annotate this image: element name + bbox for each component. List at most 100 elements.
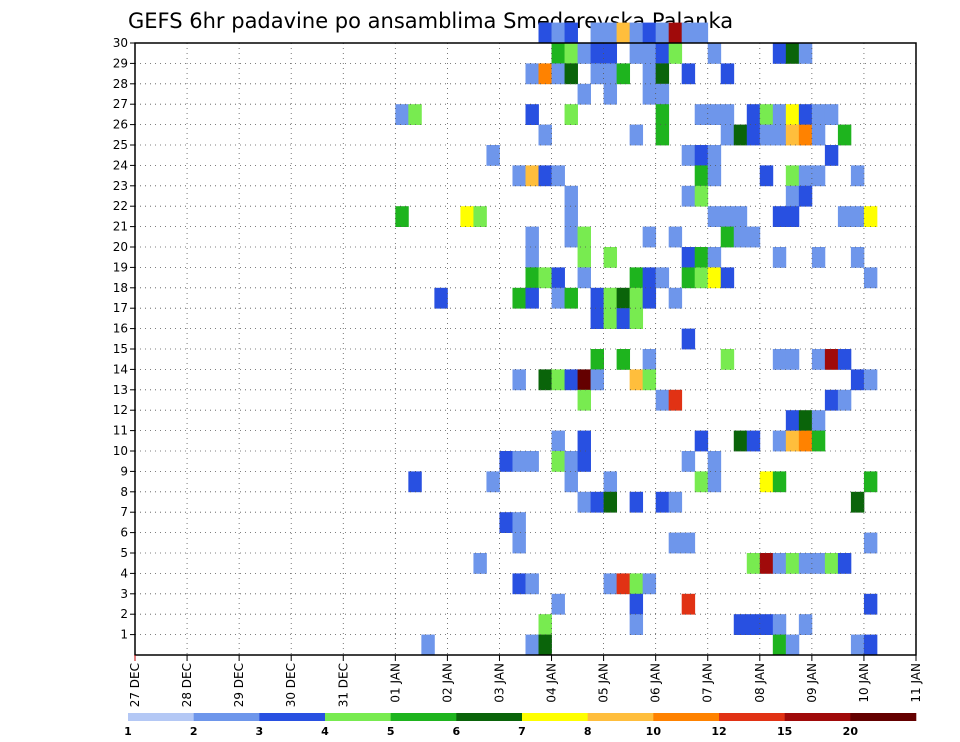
heatmap-cell	[564, 471, 578, 493]
legend-swatch	[522, 713, 588, 721]
heatmap-cell	[720, 267, 735, 289]
heatmap-cell	[551, 287, 565, 309]
heatmap-cell	[707, 165, 722, 187]
heatmap-cell	[863, 471, 878, 493]
heatmap-cell	[746, 430, 761, 452]
heatmap-cell	[798, 410, 813, 431]
heatmap-cell	[395, 104, 409, 125]
heatmap-cell	[577, 369, 591, 391]
heatmap-cell	[694, 430, 709, 452]
y-tick-label: 2	[120, 607, 128, 621]
heatmap-cell	[616, 22, 631, 44]
heatmap-cell	[707, 471, 722, 493]
heatmap-cell	[681, 63, 696, 85]
heatmap-cell	[551, 165, 565, 187]
heatmap-cell	[811, 104, 826, 125]
heatmap-cell	[434, 287, 448, 309]
y-tick-label: 9	[120, 464, 128, 478]
heatmap-cell	[642, 22, 657, 44]
heatmap-cell	[629, 124, 644, 146]
legend-label: 6	[453, 725, 461, 738]
heatmap-cell	[603, 247, 618, 268]
heatmap-cell	[668, 43, 683, 64]
heatmap-cell	[590, 287, 604, 309]
heatmap-cell	[863, 532, 878, 554]
heatmap-cell	[694, 267, 709, 289]
heatmap-cell	[551, 430, 565, 452]
heatmap-cell	[746, 226, 761, 248]
legend-label: 12	[711, 725, 726, 738]
heatmap-cell	[590, 349, 604, 370]
heatmap-cell	[824, 349, 839, 370]
y-tick-label: 11	[113, 424, 128, 438]
heatmap-cell	[642, 369, 657, 391]
heatmap-cell	[551, 369, 565, 391]
heatmap-cell	[512, 165, 526, 187]
y-tick-label: 13	[113, 383, 128, 397]
legend-label: 4	[321, 725, 329, 738]
legend-label: 10	[646, 725, 662, 738]
heatmap-cell	[850, 247, 865, 268]
heatmap-cell	[785, 104, 800, 125]
y-tick-label: 20	[113, 240, 128, 254]
heatmap-cell	[655, 22, 670, 44]
heatmap-cell	[798, 430, 813, 452]
legend-label: 5	[387, 725, 395, 738]
heatmap-cell	[668, 226, 683, 248]
y-tick-label: 15	[113, 342, 128, 356]
heatmap-cell	[681, 22, 696, 44]
heatmap-cell	[746, 104, 761, 125]
heatmap-cell	[577, 430, 591, 452]
heatmap-cell	[772, 104, 787, 125]
heatmap-cell	[577, 491, 591, 513]
heatmap-cell	[408, 471, 422, 493]
y-tick-label: 10	[113, 444, 128, 458]
legend-label: 3	[256, 725, 264, 738]
heatmap-cell	[785, 185, 800, 207]
heatmap-cell	[551, 267, 565, 289]
heatmap-cell	[772, 349, 787, 370]
heatmap-cell	[642, 287, 657, 309]
heatmap-cell	[564, 369, 578, 391]
heatmap-cell	[759, 165, 774, 187]
heatmap-cell	[811, 124, 826, 146]
heatmap-cell	[720, 104, 735, 125]
y-tick-label: 21	[113, 220, 128, 234]
legend-swatch	[653, 713, 720, 721]
legend-swatch	[850, 713, 917, 721]
heatmap-cell	[798, 185, 813, 207]
heatmap-cell	[733, 206, 748, 227]
heatmap-cell	[707, 206, 722, 227]
heatmap-cell	[551, 63, 565, 85]
heatmap-cell	[785, 43, 800, 64]
heatmap-cell	[538, 165, 552, 187]
heatmap-cell	[681, 185, 696, 207]
heatmap-cell	[512, 451, 526, 472]
heatmap-cell	[681, 247, 696, 268]
y-tick-label: 27	[113, 97, 128, 111]
heatmap-cell	[837, 389, 852, 411]
legend-swatch	[193, 713, 260, 721]
heatmap-cell	[863, 593, 878, 615]
heatmap-cell	[642, 83, 657, 105]
heatmap-cell	[668, 287, 683, 309]
heatmap-cell	[564, 451, 578, 472]
heatmap-cell	[473, 206, 487, 227]
heatmap-cell	[759, 104, 774, 125]
y-tick-label: 28	[113, 77, 128, 91]
legend-swatch	[128, 713, 194, 721]
legend-swatch	[390, 713, 457, 721]
heatmap-cell	[551, 22, 565, 44]
heatmap-cell	[538, 614, 552, 635]
x-tick-label: 29 DEC	[232, 663, 246, 707]
heatmap-cell	[746, 124, 761, 146]
heatmap-cell	[811, 165, 826, 187]
heatmap-cell	[564, 43, 578, 64]
heatmap-cell	[668, 532, 683, 554]
heatmap-cell	[785, 634, 800, 656]
y-tick-label: 23	[113, 179, 128, 193]
heatmap-cell	[798, 124, 813, 146]
heatmap-cell	[603, 491, 618, 513]
heatmap-cell	[525, 634, 539, 656]
